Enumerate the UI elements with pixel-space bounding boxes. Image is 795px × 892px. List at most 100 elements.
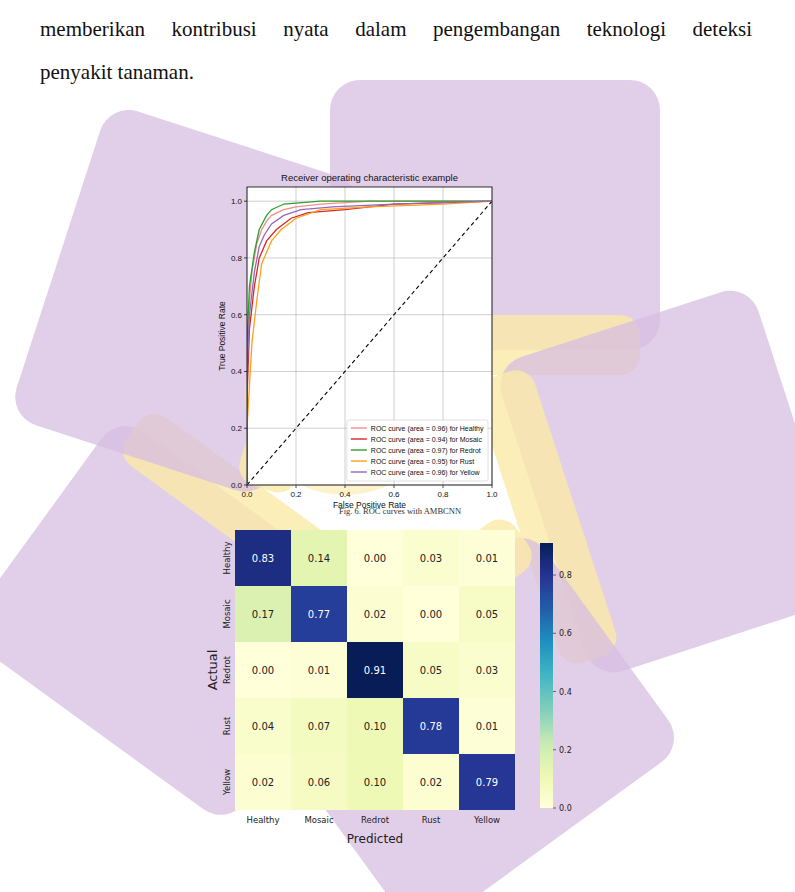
cell-label: 0.04 [252, 721, 274, 732]
heatmap-cell [459, 530, 515, 586]
tick-label: 0.8 [231, 254, 243, 263]
cell-label: 0.00 [364, 553, 386, 564]
heatmap-cell [459, 754, 515, 810]
tick-label: 0.4 [559, 688, 572, 697]
heatmap-cell [403, 642, 459, 698]
column-label: Rust [422, 815, 441, 825]
text-line: penyakit tanaman. [40, 51, 752, 94]
heatmap-cell [291, 530, 347, 586]
tick-label: 0.0 [241, 490, 253, 499]
heatmap-cell [403, 530, 459, 586]
colorbar [540, 543, 553, 808]
heatmap-cell [347, 754, 403, 810]
cell-label: 0.77 [308, 609, 330, 620]
cell-label: 0.02 [252, 777, 274, 788]
legend-label: ROC curve (area = 0.96) for Healthy [371, 425, 484, 433]
grid-line [247, 371, 492, 372]
heatmap-cell [459, 642, 515, 698]
paragraph: memberikan kontribusi nyata dalam pengem… [40, 8, 752, 94]
tick-label: 0.4 [231, 367, 243, 376]
heatmap-cell [347, 698, 403, 754]
tick-mark [553, 808, 556, 809]
legend-swatch [351, 460, 367, 461]
row-label: Mosaic [222, 599, 232, 629]
plot-background [247, 187, 492, 485]
column-label: Redrot [361, 815, 390, 825]
cell-label: 0.00 [252, 665, 274, 676]
tick-mark [553, 575, 556, 576]
grid-line [296, 187, 297, 485]
tick-mark [553, 633, 556, 634]
grid-line [345, 187, 346, 485]
roc-curve [247, 201, 492, 485]
heatmap-cell [235, 530, 291, 586]
chart-title: Receiver operating characteristic exampl… [281, 172, 458, 183]
tick-mark [247, 485, 248, 488]
heatmap-cell [291, 754, 347, 810]
heatmap-cell [235, 642, 291, 698]
heatmap-cell [235, 698, 291, 754]
tick-label: 0.2 [290, 490, 302, 499]
cell-label: 0.91 [364, 665, 386, 676]
column-label: Healthy [247, 815, 280, 825]
plot-frame [247, 187, 492, 485]
tick-label: 0.2 [559, 746, 572, 755]
heatmap-cell [403, 586, 459, 642]
heatmap-cell [403, 754, 459, 810]
roc-curve [247, 201, 492, 485]
tick-label: 0.0 [231, 481, 243, 490]
tick-mark [244, 485, 247, 486]
heatmap-cell [459, 586, 515, 642]
legend-label: ROC curve (area = 0.94) for Mosaic [371, 436, 483, 444]
cell-label: 0.83 [252, 553, 274, 564]
tick-label: 0.8 [559, 571, 572, 580]
legend-swatch [351, 438, 367, 439]
tick-label: 0.2 [231, 424, 243, 433]
cell-label: 0.06 [308, 777, 330, 788]
watermark-arm [245, 506, 685, 892]
row-label: Yellow [222, 769, 232, 796]
tick-label: 0.8 [437, 490, 449, 499]
cell-label: 0.05 [420, 665, 442, 676]
roc-curve [247, 201, 492, 485]
legend-label: ROC curve (area = 0.96) for Yellow [371, 469, 481, 477]
roc-chart: 0.00.20.40.60.81.00.00.20.40.60.81.0Rece… [217, 172, 498, 510]
roc-curve [247, 201, 492, 485]
tick-mark [492, 485, 493, 488]
column-label: Yellow [473, 815, 500, 825]
cell-label: 0.03 [476, 665, 498, 676]
plot-lines [247, 201, 492, 485]
legend-swatch [351, 427, 367, 428]
grid-line [247, 257, 492, 258]
cell-label: 0.14 [308, 553, 330, 564]
cell-label: 0.02 [420, 777, 442, 788]
heatmap-cell [291, 642, 347, 698]
cell-label: 0.00 [420, 609, 442, 620]
heatmap-cell [403, 698, 459, 754]
tick-label: 0.6 [559, 629, 572, 638]
column-label: Mosaic [304, 815, 334, 825]
text-line: memberikan kontribusi nyata dalam pengem… [40, 8, 752, 51]
axis-title: True Positive Rate [217, 301, 227, 371]
roc-curve [247, 201, 492, 485]
tick-label: 1.0 [231, 197, 243, 206]
tick-label: 0.6 [231, 311, 243, 320]
tick-label: 0.4 [339, 490, 351, 499]
cell-label: 0.01 [476, 553, 498, 564]
row-label: Redrot [222, 655, 232, 684]
heatmap-cell [291, 586, 347, 642]
figures: 0.00.20.40.60.81.00.00.20.40.60.81.0Rece… [0, 0, 795, 892]
figure-caption: Fig. 6. ROC curves with AMBCNN [339, 506, 461, 516]
heatmap-cell [291, 698, 347, 754]
cell-label: 0.10 [364, 777, 386, 788]
axis-title: Actual [205, 650, 220, 691]
heatmap-cell [347, 530, 403, 586]
legend: ROC curve (area = 0.96) for Healthy ROC c… [347, 420, 488, 481]
cell-label: 0.10 [364, 721, 386, 732]
grid-line [247, 314, 492, 315]
cell-label: 0.01 [476, 721, 498, 732]
legend-swatch [351, 471, 367, 472]
tick-mark [244, 314, 247, 315]
cell-label: 0.78 [420, 721, 442, 732]
legend-label: ROC curve (area = 0.97) for Redrot [371, 447, 481, 455]
